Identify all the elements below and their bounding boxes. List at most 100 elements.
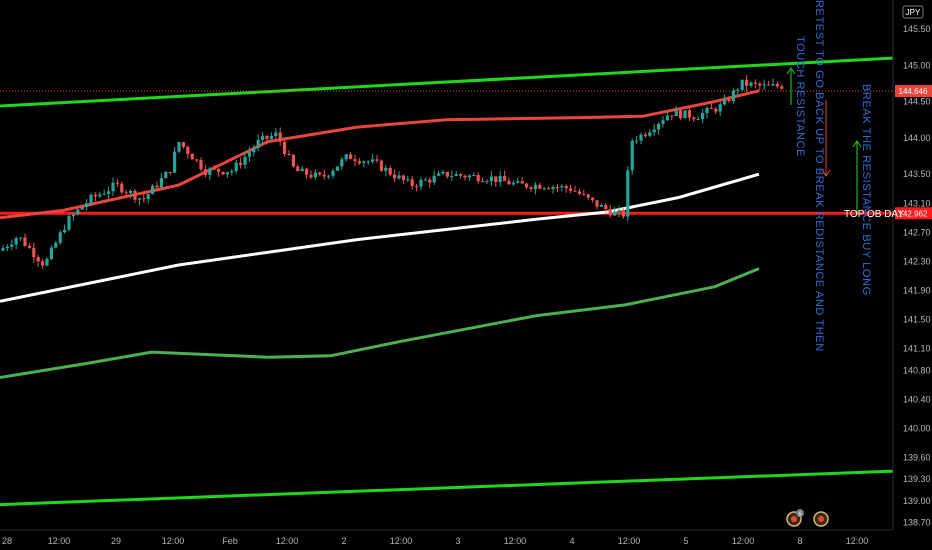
candle-body: [709, 107, 713, 109]
price-tick-label: 140.00: [903, 423, 931, 433]
time-tick-label: 12:00: [48, 536, 71, 546]
currency-badge-label: JPY: [906, 8, 921, 17]
candle-body: [740, 79, 744, 90]
time-tick-label: 12:00: [846, 536, 869, 546]
candle-body: [54, 242, 58, 248]
candle-body: [146, 194, 150, 200]
currency-badge[interactable]: JPY: [902, 5, 924, 19]
down-arrow-icon: [821, 169, 831, 177]
candle-body: [32, 247, 36, 258]
current-price-label: 144.646: [895, 85, 932, 98]
time-tick-label: 3: [455, 536, 460, 546]
candle-body: [454, 174, 458, 177]
candle-body: [573, 190, 577, 192]
candle-body: [555, 187, 559, 189]
candle-body: [212, 168, 216, 170]
time-tick-label: 12:00: [732, 536, 755, 546]
candle-body: [10, 244, 14, 247]
annotation-retest-text: RETEST TO GO BACK UP TO BREAK REDISTANCE…: [813, 0, 825, 352]
candle-body: [745, 79, 749, 86]
candle-body: [423, 179, 427, 181]
candle-body: [208, 168, 212, 175]
time-axis[interactable]: 28 12:00 29 12:00 Feb 12:00 2 12:00 3 12:00 4 12:00…: [0, 529, 893, 546]
candle-body: [569, 188, 573, 191]
candle-body: [58, 232, 62, 243]
candle-body: [124, 192, 128, 194]
candle-body: [613, 211, 617, 216]
candle-body: [472, 175, 476, 177]
candle-body: [203, 169, 207, 175]
candle-body: [533, 184, 537, 189]
candle-body: [159, 178, 163, 188]
price-tick-label: 142.70: [903, 227, 931, 237]
candle-body: [217, 168, 221, 172]
candle-body: [683, 110, 687, 119]
price-axis[interactable]: 145.50145.00144.50144.00143.50143.10142.…: [892, 0, 931, 530]
candle-body: [151, 185, 155, 195]
current-price-value: 144.646: [899, 87, 928, 96]
candle-body: [49, 247, 53, 259]
candle-body: [542, 188, 546, 190]
candle-body: [617, 210, 621, 212]
candle-body: [252, 147, 256, 153]
up-arrow-icon: [786, 67, 796, 75]
candle-body: [313, 172, 317, 178]
event-marker-2[interactable]: [813, 511, 829, 527]
candle-body: [379, 160, 383, 171]
moving-averages: [0, 89, 760, 379]
candle-body: [366, 161, 370, 163]
candle-body: [762, 84, 766, 86]
candle-body: [736, 89, 740, 91]
candle-body: [564, 185, 568, 189]
candle-body: [723, 99, 727, 105]
candle-body: [137, 198, 141, 200]
time-tick-label: 12:00: [618, 536, 641, 546]
candle-body: [749, 82, 753, 86]
candle-body: [27, 246, 31, 248]
candle-body: [529, 187, 533, 189]
candle-body: [419, 179, 423, 187]
candle-body: [767, 84, 771, 86]
candle-body: [538, 184, 542, 189]
candle-body: [547, 188, 551, 190]
candle-body: [98, 194, 102, 197]
candle-body: [274, 132, 278, 137]
candle-body: [432, 175, 436, 183]
lower-trendline: [0, 469, 894, 507]
candle-body: [173, 151, 177, 173]
candle-body: [181, 142, 185, 147]
candle-body: [177, 142, 181, 152]
price-tick-label: 139.60: [903, 452, 931, 462]
time-tick-label: 5: [683, 536, 688, 546]
event-marker-1[interactable]: 6: [786, 509, 804, 527]
price-tick-label: 143.10: [903, 198, 931, 208]
candle-body: [199, 160, 203, 170]
time-tick-label: 12:00: [504, 536, 527, 546]
candle-body: [670, 115, 674, 117]
event-flag-icon: [791, 516, 797, 522]
top-ob-day-label: TOP OB DAY: [844, 209, 904, 220]
candle-body: [93, 194, 97, 197]
candle-body: [120, 183, 124, 193]
candle-body: [604, 205, 608, 210]
candle-body: [718, 104, 722, 112]
candle-body: [437, 173, 441, 176]
candle-body: [459, 174, 463, 176]
candle-body: [525, 183, 529, 188]
candle-body: [5, 246, 9, 249]
price-tick-label: 145.50: [903, 24, 931, 34]
candle-body: [71, 214, 75, 217]
candle-body: [428, 179, 432, 183]
candle-body: [142, 198, 146, 200]
candle-body: [560, 185, 564, 188]
candle-body: [225, 172, 229, 175]
candle-body: [133, 190, 137, 200]
candle-body: [269, 136, 273, 139]
candle-body: [494, 176, 498, 183]
candle-body: [353, 159, 357, 162]
candle-body: [586, 194, 590, 198]
candle-body: [692, 117, 696, 120]
candle-body: [19, 237, 23, 239]
